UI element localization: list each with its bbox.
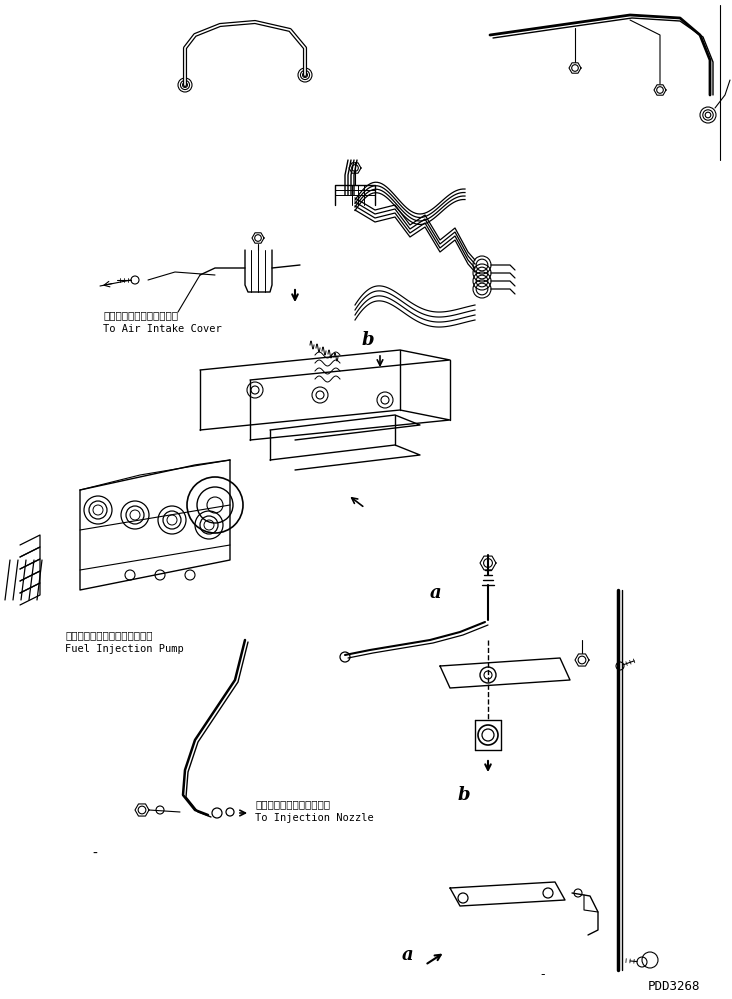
- Text: -: -: [92, 847, 97, 861]
- Text: フェルインジェクションポンプ: フェルインジェクションポンプ: [65, 630, 152, 640]
- Text: PDD3268: PDD3268: [648, 980, 701, 993]
- Text: -: -: [540, 968, 545, 981]
- Text: b: b: [362, 331, 375, 349]
- Text: インジェクションノズルへ: インジェクションノズルへ: [255, 799, 330, 809]
- Text: Fuel Injection Pump: Fuel Injection Pump: [65, 644, 184, 654]
- Text: a: a: [430, 584, 441, 602]
- Text: エアーインテークカバーへ: エアーインテークカバーへ: [103, 310, 178, 320]
- Text: a: a: [402, 946, 414, 964]
- Text: To Air Intake Cover: To Air Intake Cover: [103, 324, 222, 334]
- Text: b: b: [458, 786, 471, 804]
- Text: To Injection Nozzle: To Injection Nozzle: [255, 813, 374, 823]
